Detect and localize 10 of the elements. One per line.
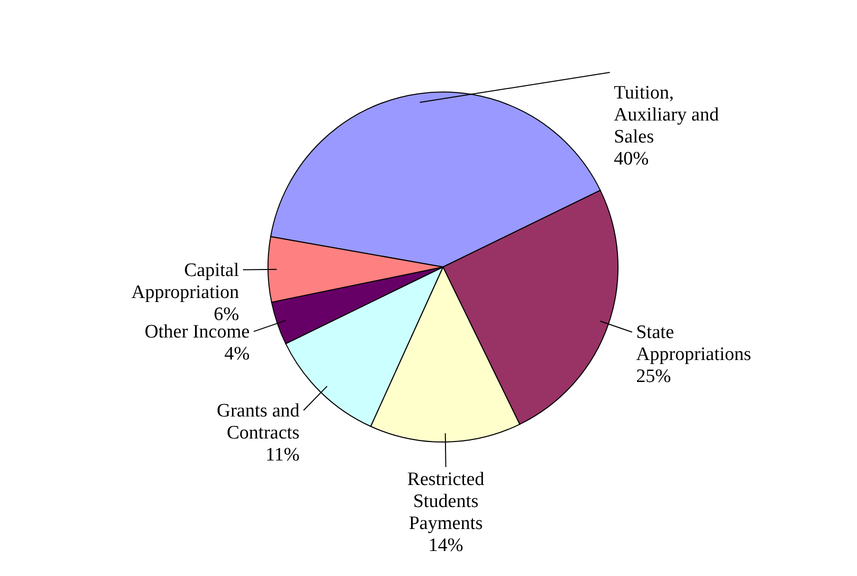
data-label: 14% xyxy=(428,534,464,556)
slice-label: Tuition, Auxiliary and Sales xyxy=(614,82,720,148)
slice-label: Grants and Contracts xyxy=(216,400,300,444)
data-label: 11% xyxy=(265,444,300,466)
data-label: 25% xyxy=(636,366,672,388)
data-label: 4% xyxy=(224,343,250,364)
slice-label: Capital Appropriation xyxy=(131,260,240,303)
slice-label: State Appropriations xyxy=(636,322,752,366)
data-label: 40% xyxy=(614,148,649,170)
slice-label: Restricted Students Payments xyxy=(407,468,485,534)
